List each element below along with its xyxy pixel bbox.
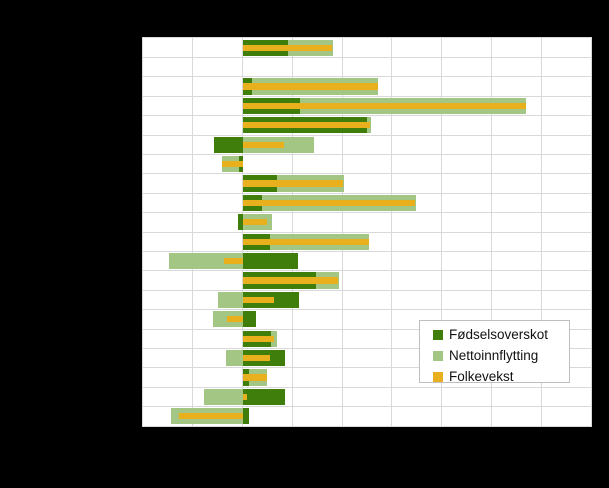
bar-folkevekst [242,335,274,342]
horizontal-gridline [143,309,591,311]
legend-label-folkevekst: Folkevekst [449,369,514,384]
legend-item-nettoinnflytting: Nettoinnflytting [433,345,569,366]
horizontal-gridline [143,192,591,194]
plot-area: Fødselsoverskot Nettoinnflytting Folkeve… [142,37,592,427]
bar-folkevekst [179,413,243,420]
horizontal-gridline [143,115,591,117]
horizontal-gridline [143,270,591,272]
bar-folkevekst [242,199,416,207]
horizontal-gridline [143,231,591,233]
horizontal-gridline [143,386,591,388]
horizontal-gridline [143,367,591,369]
bar-fodselsoverskot [242,311,256,328]
horizontal-gridline [143,406,591,408]
bar-folkevekst [242,393,248,401]
bar-folkevekst [242,296,275,304]
horizontal-gridline [143,347,591,349]
legend-label-fodselsoverskot: Fødselsoverskot [449,327,549,342]
bar-nettoinnflytting [226,349,243,367]
bar-fodselsoverskot [214,136,243,153]
bar-folkevekst [242,277,339,284]
bar-folkevekst [242,354,270,362]
bar-fodselsoverskot [242,388,285,406]
bar-folkevekst [242,83,378,90]
bar-folkevekst [223,257,243,265]
bar-fodselsoverskot [242,408,250,425]
horizontal-gridline [143,56,591,58]
legend-swatch-nettoinnflytting [433,350,443,361]
horizontal-gridline [143,173,591,175]
legend-item-folkevekst: Folkevekst [433,366,569,387]
horizontal-gridline [143,289,591,291]
bar-folkevekst [242,122,371,129]
horizontal-gridline [143,95,591,97]
chart-legend: Fødselsoverskot Nettoinnflytting Folkeve… [419,320,570,384]
legend-item-fodselsoverskot: Fødselsoverskot [433,324,569,345]
plot-grid-and-bars [143,38,591,426]
horizontal-gridline [143,76,591,78]
bar-folkevekst [242,44,333,51]
bar-folkevekst [242,374,267,381]
bar-nettoinnflytting [204,388,243,406]
horizontal-gridline [143,212,591,214]
legend-label-nettoinnflytting: Nettoinnflytting [449,348,539,363]
bar-nettoinnflytting [218,291,243,309]
horizontal-gridline [143,250,591,252]
bar-folkevekst [221,160,243,168]
bar-folkevekst [242,141,285,148]
horizontal-gridline [143,328,591,330]
bar-fodselsoverskot [242,252,298,270]
legend-swatch-fodselsoverskot [433,329,443,340]
legend-swatch-folkevekst [433,371,443,382]
horizontal-gridline [143,134,591,136]
bar-folkevekst [242,180,343,187]
bar-folkevekst [242,102,527,110]
horizontal-gridline [143,153,591,155]
bar-folkevekst [242,219,268,226]
bar-fodselsoverskot [237,214,243,231]
bar-nettoinnflytting [270,330,278,347]
bar-nettoinnflytting [168,252,243,270]
bar-folkevekst [242,238,369,245]
bar-folkevekst [226,316,243,323]
